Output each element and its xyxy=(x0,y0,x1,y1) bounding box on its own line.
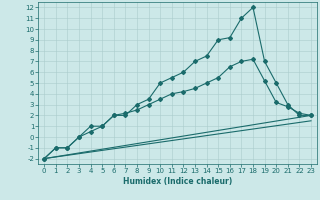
X-axis label: Humidex (Indice chaleur): Humidex (Indice chaleur) xyxy=(123,177,232,186)
